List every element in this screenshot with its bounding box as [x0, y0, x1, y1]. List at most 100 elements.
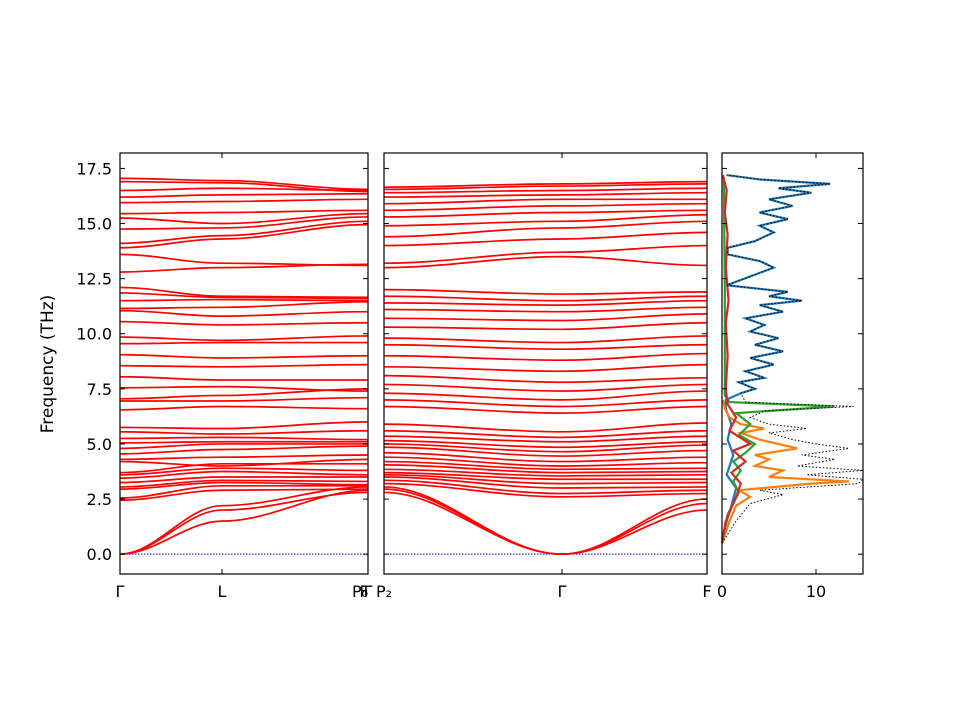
- band-1-0-2: [383, 486, 563, 556]
- dos-series-4: [721, 174, 865, 544]
- band-1-0-22: [383, 383, 563, 392]
- band-1-0-24: [383, 365, 563, 373]
- band-1-1-17: [561, 429, 708, 439]
- band-0-1-33: [221, 295, 369, 299]
- band-1-0-15: [383, 439, 563, 449]
- band-0-0-8: [119, 470, 223, 479]
- ytick-label-1: 2.5: [87, 490, 112, 509]
- band-1-0-3: [383, 482, 563, 498]
- symmetry-label-3: Γ: [364, 582, 373, 601]
- band-0-1-25: [221, 354, 369, 359]
- band-1-1-26: [561, 343, 708, 351]
- band-0-0-39: [119, 217, 223, 225]
- band-panel-frame-1: [383, 152, 708, 575]
- ytick-label-6: 15.0: [76, 215, 112, 234]
- band-0-0-43: [119, 187, 223, 192]
- band-0-1-40: [221, 209, 369, 214]
- band-0-1-41: [221, 198, 369, 203]
- band-1-0-41: [383, 198, 563, 205]
- band-0-0-15: [119, 440, 223, 444]
- band-1-0-45: [383, 183, 563, 189]
- band-1-0-34: [383, 255, 563, 269]
- band-0-1-2: [221, 491, 369, 511]
- band-1-1-12: [561, 456, 708, 463]
- band-1-0-16: [383, 435, 563, 443]
- band-0-1-36: [221, 223, 369, 240]
- band-0-0-4: [119, 484, 223, 499]
- dos-xtick-label-1: 10: [806, 582, 826, 601]
- band-0-0-6: [119, 479, 223, 488]
- band-0-1-22: [221, 385, 369, 392]
- band-0-0-42: [119, 194, 223, 198]
- band-0-0-34: [119, 266, 223, 273]
- band-1-1-38: [561, 213, 708, 223]
- band-0-1-21: [221, 387, 369, 397]
- band-1-1-13: [561, 449, 708, 457]
- band-0-1-1: [221, 486, 369, 507]
- dos-xtick-label-0: 0: [717, 582, 727, 601]
- band-1-1-43: [561, 187, 708, 192]
- band-lines: [119, 177, 708, 556]
- symmetry-label-7: F: [702, 582, 711, 601]
- band-0-0-9: [119, 467, 223, 476]
- band-1-1-25: [561, 352, 708, 362]
- band-1-0-40: [383, 205, 563, 212]
- band-0-1-44: [221, 181, 369, 193]
- band-1-1-22: [561, 383, 708, 392]
- band-1-1-36: [561, 231, 708, 240]
- band-1-1-3: [561, 492, 708, 498]
- band-0-0-12: [119, 456, 223, 461]
- band-1-1-28: [561, 321, 708, 331]
- band-0-1-18: [221, 421, 369, 430]
- band-0-0-19: [119, 405, 223, 411]
- band-1-0-26: [383, 343, 563, 351]
- band-0-0-18: [119, 426, 223, 430]
- ytick-label-3: 7.5: [87, 380, 112, 399]
- band-0-1-5: [221, 481, 369, 486]
- band-1-1-15: [561, 440, 708, 449]
- band-1-0-25: [383, 354, 563, 362]
- band-1-0-21: [383, 392, 563, 401]
- band-0-0-16: [119, 436, 223, 440]
- band-0-0-7: [119, 476, 223, 484]
- band-1-0-8: [383, 468, 563, 477]
- band-0-0-5: [119, 481, 223, 490]
- band-0-0-29: [119, 309, 223, 317]
- symmetry-label-4: P₀: [352, 582, 368, 601]
- band-0-0-13: [119, 448, 223, 455]
- band-0-1-45: [221, 179, 369, 191]
- band-1-1-4: [561, 489, 708, 495]
- axes-frames: [119, 152, 864, 575]
- band-0-1-39: [221, 212, 369, 225]
- band-0-0-40: [119, 211, 223, 215]
- band-0-1-27: [221, 335, 369, 342]
- band-1-0-44: [383, 185, 563, 191]
- band-0-0-27: [119, 336, 223, 342]
- band-1-0-38: [383, 220, 563, 227]
- band-1-1-9: [561, 470, 708, 474]
- band-1-1-18: [561, 422, 708, 433]
- band-0-0-37: [119, 234, 223, 245]
- band-1-1-29: [561, 313, 708, 322]
- band-0-1-35: [221, 262, 369, 267]
- band-0-1-24: [221, 363, 369, 368]
- band-1-0-30: [383, 308, 563, 313]
- band-0-0-38: [119, 227, 223, 230]
- band-0-1-11: [221, 458, 369, 467]
- band-1-0-18: [383, 423, 563, 433]
- band-1-1-40: [561, 202, 708, 207]
- dos-series-3: [720, 174, 753, 544]
- band-1-1-20: [561, 399, 708, 408]
- band-1-0-10: [383, 460, 563, 471]
- band-1-1-37: [561, 220, 708, 229]
- band-1-0-23: [383, 374, 563, 384]
- band-0-1-12: [221, 454, 369, 459]
- band-0-0-14: [119, 443, 223, 450]
- band-1-0-20: [383, 399, 563, 408]
- band-0-0-22: [119, 385, 223, 389]
- band-1-0-28: [383, 326, 563, 331]
- band-1-1-6: [561, 481, 708, 485]
- band-1-1-23: [561, 376, 708, 384]
- band-0-1-16: [221, 436, 369, 441]
